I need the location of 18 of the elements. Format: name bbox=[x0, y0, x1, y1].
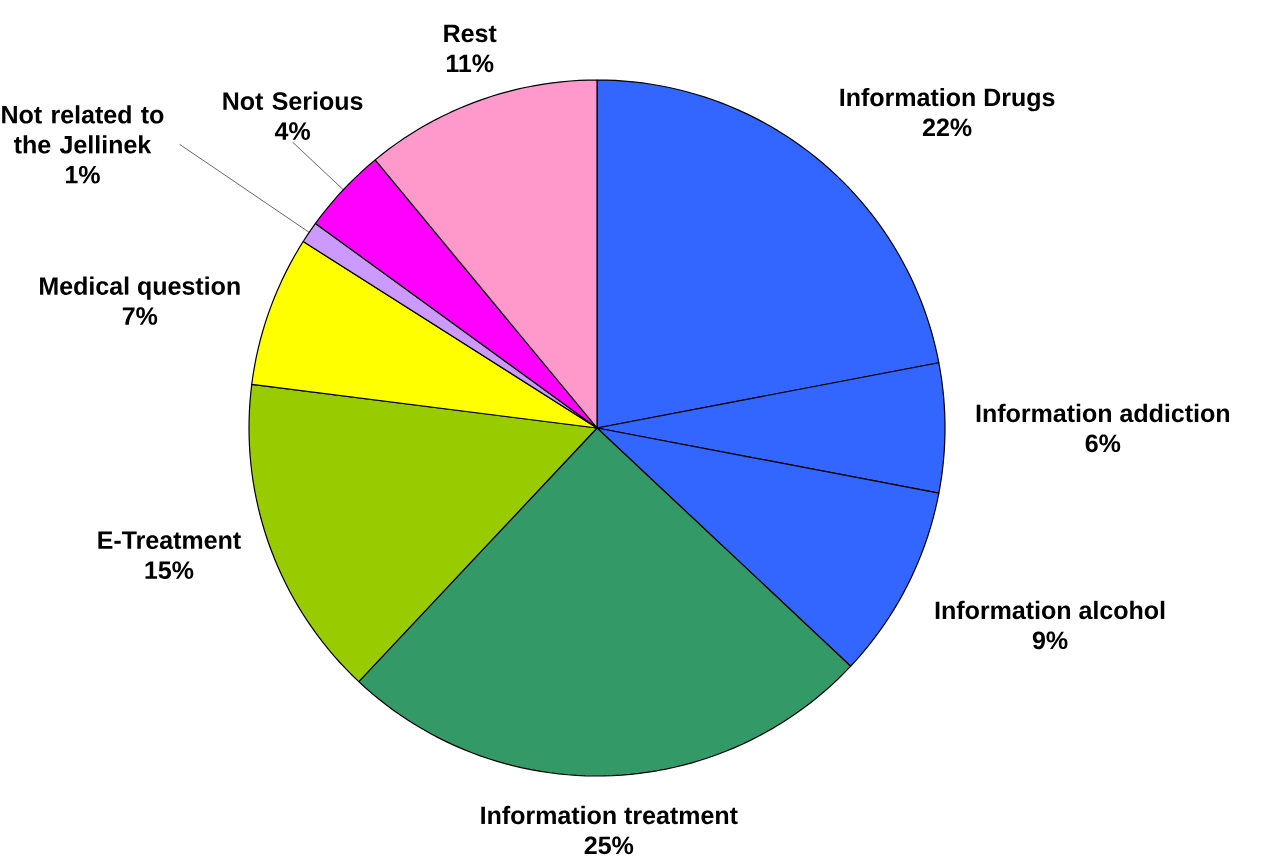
slice-label: Information treatment bbox=[481, 805, 738, 825]
slice-label: Medical question bbox=[40, 276, 240, 300]
slice-label: Not related to the Jellinek bbox=[2, 105, 164, 154]
data-label: 9% bbox=[1032, 631, 1068, 650]
slice-label: Information alcohol bbox=[935, 600, 1165, 620]
data-label: 1% bbox=[65, 165, 100, 184]
data-label: 11% bbox=[446, 54, 494, 73]
slice-label: E-Treatment bbox=[98, 531, 241, 550]
data-label: 7% bbox=[122, 307, 158, 325]
slice-label: Not Serious bbox=[223, 91, 363, 110]
data-label: 25% bbox=[584, 836, 634, 855]
data-label: 22% bbox=[922, 118, 972, 137]
slice-label: Information addiction bbox=[976, 403, 1230, 423]
slice-label: Information Drugs bbox=[840, 87, 1055, 112]
data-label: 6% bbox=[1085, 434, 1121, 453]
data-label: 4% bbox=[274, 122, 310, 140]
slice-label: Rest bbox=[444, 24, 497, 43]
data-label: 15% bbox=[145, 561, 194, 580]
